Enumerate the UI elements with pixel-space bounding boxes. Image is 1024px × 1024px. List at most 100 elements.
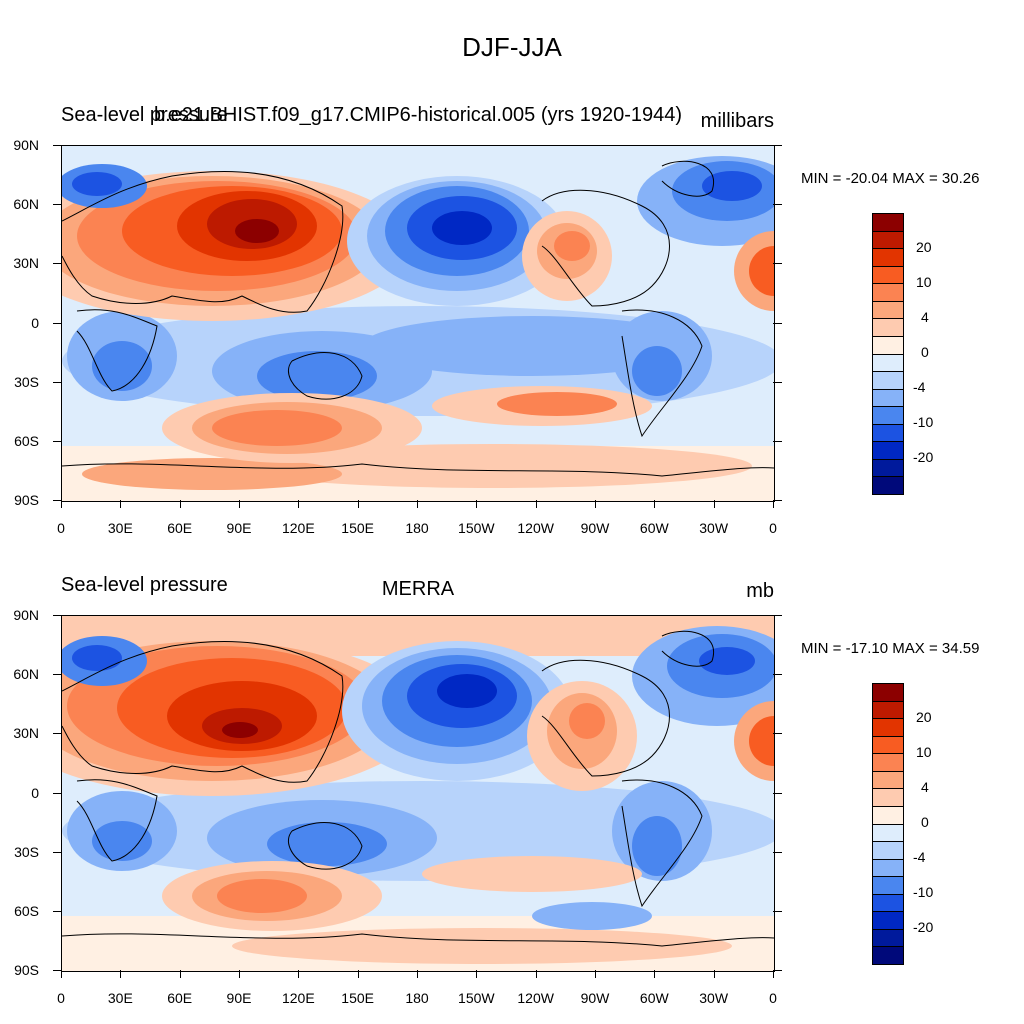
x-tick-label: 150E [341, 990, 375, 1006]
colorbar-swatch [873, 249, 903, 267]
coast-north-america [541, 659, 670, 777]
panel2-center-title: MERRA [381, 578, 455, 600]
y-tick-mark [53, 440, 62, 442]
coast-eurasia [62, 640, 344, 783]
x-tick-mark [179, 970, 181, 978]
y-tick-mark [53, 204, 62, 206]
y-tick-mark [773, 733, 782, 735]
colorbar-swatch [873, 719, 903, 737]
x-tick-mark [773, 970, 774, 978]
colorbar-label: -4 [913, 379, 926, 395]
y-tick-mark [773, 263, 782, 265]
y-tick-mark [773, 970, 782, 971]
colorbar-label: 0 [921, 344, 929, 360]
colorbar-swatch [873, 372, 903, 390]
coast-australia [288, 352, 363, 400]
x-tick-mark [417, 500, 418, 508]
x-tick-mark [61, 970, 62, 978]
africa-negative-core [92, 821, 152, 861]
x-tick-mark [120, 970, 122, 978]
colorbar-label: 4 [921, 779, 929, 795]
colorbar-swatch [873, 736, 903, 755]
colorbar-swatch [873, 912, 903, 930]
asia-positive-peak [235, 219, 279, 243]
panel2-field [62, 616, 774, 971]
coast-antarctica [62, 463, 774, 477]
colorbar-label: -20 [913, 449, 934, 465]
y-tick-label: 0 [31, 784, 39, 801]
colorbar-swatch [873, 301, 903, 320]
europe-negative-core [72, 645, 122, 671]
x-tick-label: 90W [580, 990, 610, 1006]
africa-negative-core [92, 341, 152, 391]
coast-eurasia [62, 170, 344, 313]
y-tick-label: 90S [14, 962, 39, 978]
colorbar-swatch [873, 701, 903, 720]
x-tick-mark [535, 500, 537, 508]
x-tick-label: 0 [769, 520, 777, 536]
coast-north-america [541, 189, 670, 307]
colorbar-label: 4 [921, 309, 929, 325]
x-tick-mark [654, 970, 656, 978]
x-tick-mark [595, 970, 596, 978]
colorbar-label: 20 [916, 239, 932, 255]
y-tick-label: 30N [13, 255, 39, 272]
x-tick-label: 180 [405, 520, 429, 536]
colorbar-swatch [873, 894, 903, 913]
x-tick-label: 120E [281, 990, 315, 1006]
y-tick-label: 60S [14, 432, 39, 449]
x-tick-label: 90E [226, 520, 252, 536]
x-tick-label: 30E [107, 520, 133, 536]
colorbar-swatch [873, 231, 903, 250]
coast-africa [76, 779, 158, 862]
south-pacific-positive [422, 856, 642, 892]
coast-south-america [621, 309, 703, 438]
panel2-left-title: Sea-level pressure [61, 574, 228, 596]
atlantic-negative-peak [702, 171, 762, 201]
x-tick-mark [476, 970, 478, 978]
x-tick-label: 0 [769, 990, 777, 1006]
y-tick-label: 30S [14, 373, 39, 390]
colorbar-swatch [873, 214, 903, 232]
x-tick-mark [239, 500, 240, 508]
colorbar-swatch [873, 947, 903, 964]
x-tick-label: 150W [458, 990, 495, 1006]
australia-negative-core [257, 351, 377, 401]
north-america-positive-peak [569, 703, 605, 739]
x-tick-label: 120W [517, 520, 554, 536]
x-tick-label: 0 [57, 520, 65, 536]
x-tick-label: 120W [517, 990, 554, 1006]
x-tick-label: 150E [341, 520, 375, 536]
colorbar-swatch [873, 842, 903, 860]
x-tick-mark [713, 970, 715, 978]
y-tick-label: 90S [14, 492, 39, 508]
y-tick-label: 30S [14, 843, 39, 860]
panel1-right-title: millibars [700, 110, 774, 132]
x-tick-label: 60E [167, 520, 193, 536]
colorbar-label: 20 [916, 709, 932, 725]
x-tick-mark [120, 500, 122, 508]
panel1-min-max: MIN = -20.04 MAX = 30.26 [801, 170, 980, 187]
y-tick-label: 60S [14, 902, 39, 919]
y-tick-mark [53, 851, 62, 853]
south-pacific-negative [532, 902, 652, 930]
colorbar-swatch [873, 442, 903, 460]
x-tick-mark [713, 500, 715, 508]
panel1-left-title: Sea-level pressure [61, 104, 228, 126]
north-america-positive-peak [554, 231, 590, 261]
coast-africa [76, 309, 158, 392]
x-tick-label: 30W [699, 990, 729, 1006]
colorbar-swatch [873, 407, 903, 425]
pacific-negative-core [432, 211, 492, 245]
x-tick-mark [61, 500, 62, 508]
y-tick-mark [53, 674, 62, 676]
colorbar-swatch [873, 771, 903, 790]
x-tick-label: 180 [405, 990, 429, 1006]
colorbar-label: -10 [913, 884, 934, 900]
colorbar-swatch [873, 859, 903, 878]
panel1-field [62, 146, 774, 501]
atlantic-negative-peak [699, 647, 755, 675]
europe-negative-core [72, 172, 122, 196]
y-tick-mark [773, 204, 782, 206]
y-tick-mark [53, 792, 62, 794]
